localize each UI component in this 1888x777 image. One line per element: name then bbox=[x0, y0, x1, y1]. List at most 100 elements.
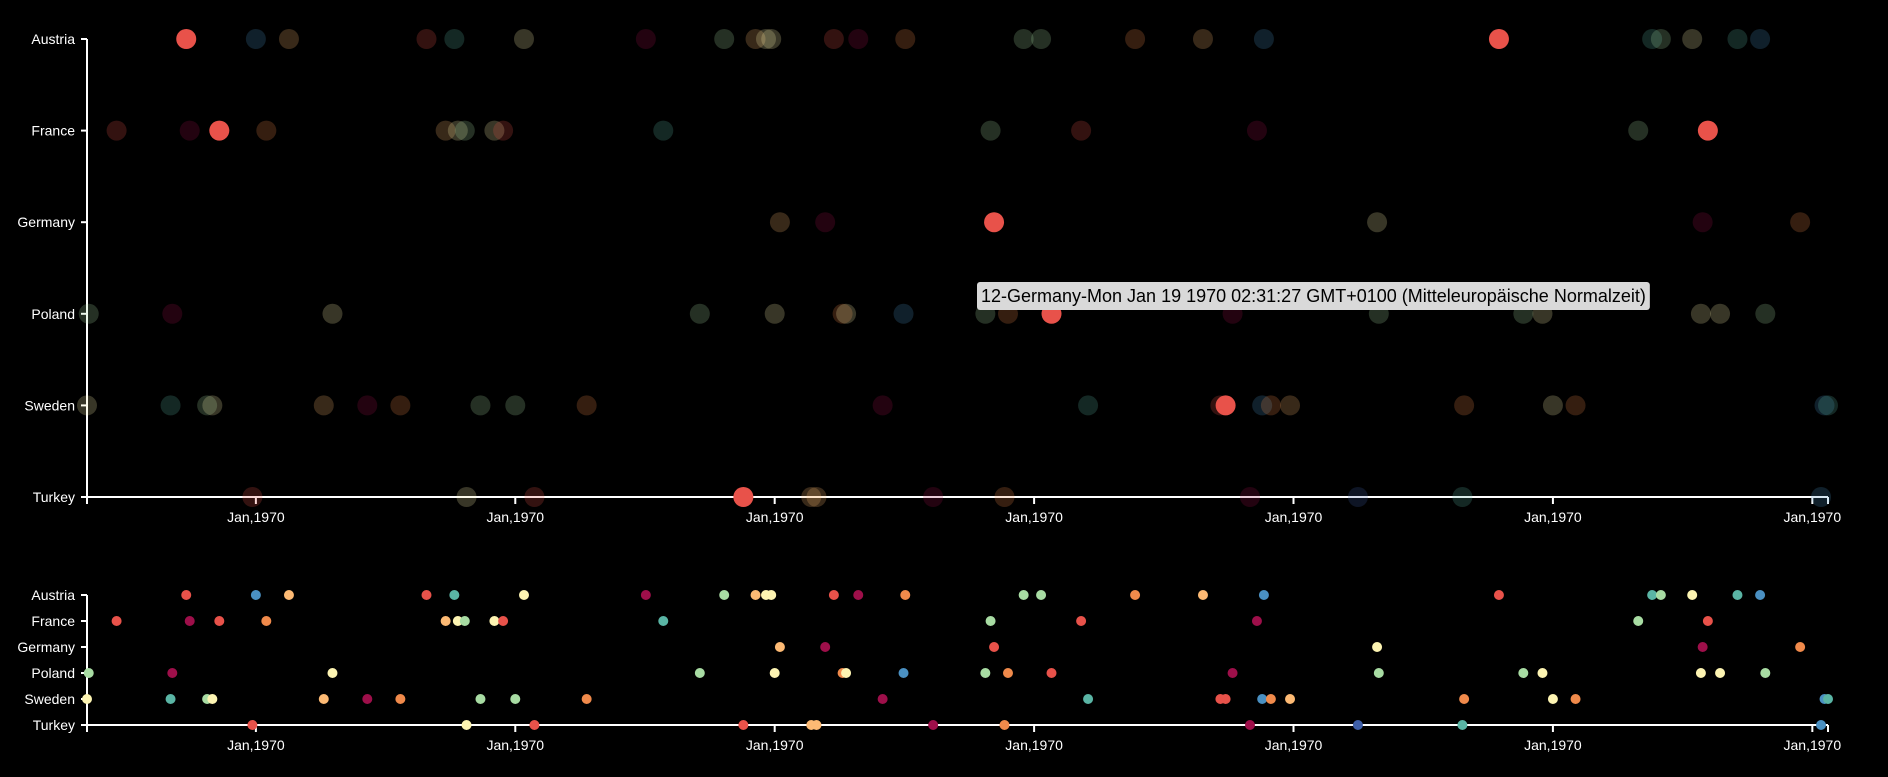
focus-point[interactable] bbox=[202, 395, 223, 416]
context-point[interactable] bbox=[461, 720, 472, 730]
focus-point[interactable] bbox=[245, 29, 266, 49]
focus-point[interactable] bbox=[447, 120, 468, 141]
focus-point[interactable] bbox=[278, 29, 299, 49]
focus-point[interactable] bbox=[832, 303, 853, 324]
focus-point[interactable] bbox=[984, 212, 1005, 233]
focus-point[interactable] bbox=[357, 395, 378, 416]
context-point[interactable] bbox=[853, 590, 864, 600]
focus-point[interactable] bbox=[1710, 303, 1731, 324]
focus-point[interactable] bbox=[1192, 29, 1213, 49]
context-point[interactable] bbox=[207, 694, 218, 704]
context-point[interactable] bbox=[327, 668, 338, 678]
focus-point[interactable] bbox=[484, 120, 505, 141]
focus-point[interactable] bbox=[1682, 29, 1703, 49]
context-point[interactable] bbox=[1570, 694, 1581, 704]
context-point[interactable] bbox=[1251, 616, 1262, 626]
context-point[interactable] bbox=[1372, 642, 1383, 652]
context-point[interactable] bbox=[719, 590, 730, 600]
context-point[interactable] bbox=[766, 590, 777, 600]
focus-point[interactable] bbox=[454, 120, 475, 141]
context-point[interactable] bbox=[1373, 668, 1384, 678]
context-point[interactable] bbox=[989, 642, 1000, 652]
context-point[interactable] bbox=[1046, 668, 1057, 678]
context-point[interactable] bbox=[518, 590, 529, 600]
context-point[interactable] bbox=[184, 616, 195, 626]
focus-point[interactable] bbox=[313, 395, 334, 416]
context-point[interactable] bbox=[1633, 616, 1644, 626]
context-point[interactable] bbox=[475, 694, 486, 704]
focus-point[interactable] bbox=[980, 120, 1001, 141]
context-point[interactable] bbox=[111, 616, 122, 626]
focus-point[interactable] bbox=[524, 487, 545, 507]
context-point[interactable] bbox=[769, 668, 780, 678]
focus-point[interactable] bbox=[456, 487, 477, 507]
context-point[interactable] bbox=[362, 694, 373, 704]
focus-point[interactable] bbox=[1814, 395, 1835, 416]
focus-point[interactable] bbox=[755, 29, 776, 49]
context-point[interactable] bbox=[261, 616, 272, 626]
focus-point[interactable] bbox=[994, 487, 1015, 507]
focus-point[interactable] bbox=[493, 120, 514, 141]
context-point[interactable] bbox=[1083, 694, 1094, 704]
focus-point[interactable] bbox=[872, 395, 893, 416]
context-point[interactable] bbox=[980, 668, 991, 678]
focus-point[interactable] bbox=[1454, 395, 1475, 416]
focus-point[interactable] bbox=[576, 395, 597, 416]
context-point[interactable] bbox=[247, 720, 258, 730]
focus-point[interactable] bbox=[444, 29, 465, 49]
context-point[interactable] bbox=[283, 590, 294, 600]
context-point[interactable] bbox=[1755, 590, 1766, 600]
context-point[interactable] bbox=[165, 694, 176, 704]
context-point[interactable] bbox=[1655, 590, 1666, 600]
focus-point[interactable] bbox=[209, 120, 230, 141]
focus-point[interactable] bbox=[848, 29, 869, 49]
context-point[interactable] bbox=[640, 590, 651, 600]
context-point[interactable] bbox=[421, 590, 432, 600]
focus-point[interactable] bbox=[653, 120, 674, 141]
focus-point[interactable] bbox=[106, 120, 127, 141]
focus-point[interactable] bbox=[836, 303, 857, 324]
focus-point[interactable] bbox=[1727, 29, 1748, 49]
context-point[interactable] bbox=[510, 694, 521, 704]
context-point[interactable] bbox=[1076, 616, 1087, 626]
context-point[interactable] bbox=[1265, 694, 1276, 704]
context-point[interactable] bbox=[459, 616, 470, 626]
focus-point[interactable] bbox=[815, 212, 836, 233]
focus-point[interactable] bbox=[764, 303, 785, 324]
focus-point[interactable] bbox=[806, 487, 827, 507]
context-point[interactable] bbox=[1795, 642, 1806, 652]
focus-point[interactable] bbox=[801, 487, 822, 507]
context-point[interactable] bbox=[985, 616, 996, 626]
focus-point[interactable] bbox=[745, 29, 766, 49]
focus-point[interactable] bbox=[1818, 395, 1838, 416]
focus-point[interactable] bbox=[1125, 29, 1146, 49]
context-point[interactable] bbox=[440, 616, 451, 626]
context-point[interactable] bbox=[900, 590, 911, 600]
focus-point[interactable] bbox=[1252, 395, 1273, 416]
context-point[interactable] bbox=[1227, 668, 1238, 678]
context-point[interactable] bbox=[928, 720, 939, 730]
context-point[interactable] bbox=[83, 668, 94, 678]
focus-point[interactable] bbox=[1071, 120, 1092, 141]
context-point[interactable] bbox=[750, 590, 761, 600]
context-point[interactable] bbox=[1002, 668, 1013, 678]
context-point[interactable] bbox=[1697, 642, 1708, 652]
focus-point[interactable] bbox=[1347, 487, 1368, 507]
context-point[interactable] bbox=[498, 616, 509, 626]
context-point[interactable] bbox=[841, 668, 852, 678]
focus-point[interactable] bbox=[1650, 29, 1671, 49]
focus-point[interactable] bbox=[1697, 120, 1718, 141]
context-point[interactable] bbox=[1257, 694, 1268, 704]
focus-point[interactable] bbox=[390, 395, 411, 416]
focus-point[interactable] bbox=[1031, 29, 1052, 49]
context-point[interactable] bbox=[1823, 694, 1833, 704]
context-point[interactable] bbox=[395, 694, 406, 704]
focus-point[interactable] bbox=[1452, 487, 1473, 507]
focus-point[interactable] bbox=[1253, 29, 1274, 49]
context-point[interactable] bbox=[452, 616, 463, 626]
focus-point[interactable] bbox=[1215, 395, 1236, 416]
focus-point[interactable] bbox=[416, 29, 437, 49]
focus-point[interactable] bbox=[1260, 395, 1281, 416]
context-point[interactable] bbox=[1018, 590, 1029, 600]
focus-point[interactable] bbox=[823, 29, 844, 49]
